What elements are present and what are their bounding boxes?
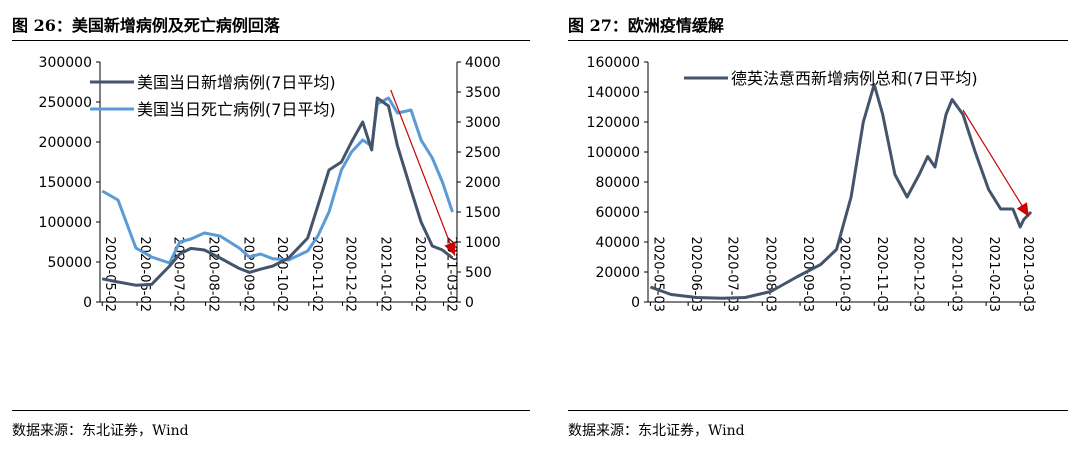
left-tick-label: 0 (631, 295, 640, 311)
left-tick-label: 250000 (39, 95, 92, 111)
figure-title: 图 26：美国新增病例及死亡病例回落 (12, 16, 280, 35)
trend-arrow (390, 89, 456, 256)
arrow-shaft (390, 89, 456, 256)
right-tick-label: 500 (465, 265, 492, 281)
x-tick-label: 2020-12-02 (342, 236, 357, 312)
title-divider (568, 40, 1068, 41)
left-tick-label: 80000 (595, 175, 640, 191)
x-tick-label: 2020-08-03 (762, 236, 777, 312)
x-tick-label: 2021-03-03 (1020, 236, 1035, 312)
source-note: 数据来源：东北证券，Wind (12, 423, 189, 439)
x-tick-label: 2020-07-03 (725, 236, 740, 312)
left-tick-label: 0 (83, 295, 92, 311)
x-tick-label: 2021-02-02 (412, 236, 427, 312)
axes: 0 20000 40000 60000 80000 100000 120000 140000 1… (587, 55, 1036, 312)
source-note: 数据来源：东北证券，Wind (568, 423, 745, 439)
x-tick-label: 2020-10-03 (837, 236, 852, 312)
x-tick-label: 2021-01-03 (948, 236, 963, 312)
arrow-head (1016, 202, 1029, 217)
arrow-shaft (962, 109, 1030, 217)
left-tick-label: 160000 (587, 55, 640, 71)
x-tick-label: 2020-11-02 (309, 236, 324, 312)
left-tick-label: 60000 (595, 205, 640, 221)
figure-26-panel: 图 26：美国新增病例及死亡病例回落 0 50000 100000 150000 200… (12, 16, 530, 439)
legend-label: 美国当日新增病例(7日平均) (137, 73, 336, 92)
series-line (649, 83, 1033, 300)
legend: 德英法意西新增病例总和(7日平均) (684, 69, 978, 88)
series-lines (101, 96, 454, 287)
left-tick-label: 300000 (39, 55, 92, 71)
arrow-head (444, 241, 456, 256)
x-tick-label: 2020-09-03 (800, 236, 815, 312)
right-tick-label: 1500 (465, 205, 501, 221)
right-tick-label: 4000 (465, 55, 501, 71)
legend: 美国当日新增病例(7日平均) 美国当日死亡病例(7日平均) (90, 73, 336, 119)
x-tick-label: 2020-11-03 (874, 236, 889, 312)
legend-label: 德英法意西新增病例总和(7日平均) (731, 69, 978, 88)
x-tick-label: 2020-06-03 (688, 236, 703, 312)
us-cases-deaths-chart: 0 50000 100000 150000 200000 250000 300000 0 500… (39, 55, 501, 312)
right-tick-label: 3000 (465, 115, 501, 131)
x-tick-label: 2020-09-02 (240, 236, 255, 312)
left-tick-label: 100000 (587, 145, 640, 161)
right-tick-label: 3500 (465, 85, 501, 101)
legend-label: 美国当日死亡病例(7日平均) (137, 100, 336, 119)
trend-arrow (962, 109, 1030, 217)
left-tick-label: 50000 (47, 255, 92, 271)
left-tick-label: 150000 (39, 175, 92, 191)
source-divider (568, 410, 1068, 411)
title-divider (12, 40, 530, 41)
left-tick-label: 200000 (39, 135, 92, 151)
right-tick-label: 1000 (465, 235, 501, 251)
x-tick-label: 2020-06-02 (137, 236, 152, 312)
x-tick-label: 2020-05-02 (102, 236, 117, 312)
x-tick-label: 2020-10-02 (274, 236, 289, 312)
figure-title: 图 27：欧洲疫情缓解 (568, 16, 724, 35)
x-tick-label: 2021-01-02 (377, 236, 392, 312)
right-tick-label: 0 (465, 295, 474, 311)
x-tick-label: 2020-12-03 (911, 236, 926, 312)
series-line (101, 96, 454, 287)
x-tick-label: 2021-02-03 (986, 236, 1001, 312)
right-tick-label: 2000 (465, 175, 501, 191)
source-divider (12, 410, 530, 411)
right-tick-label: 2500 (465, 145, 501, 161)
left-tick-label: 20000 (595, 265, 640, 281)
x-tick-label: 2020-05-03 (650, 236, 665, 312)
series-lines (649, 83, 1033, 300)
series-line (101, 96, 454, 265)
europe-cases-chart: 0 20000 40000 60000 80000 100000 120000 140000 1… (587, 55, 1036, 312)
left-tick-label: 100000 (39, 215, 92, 231)
x-tick-label: 2020-08-02 (206, 236, 221, 312)
left-tick-label: 140000 (587, 85, 640, 101)
axes: 0 50000 100000 150000 200000 250000 300000 0 500… (39, 55, 501, 312)
left-tick-label: 40000 (595, 235, 640, 251)
figure-27-panel: 图 27：欧洲疫情缓解 0 20000 40000 60000 80000 100000 1… (556, 0, 1080, 455)
left-tick-label: 120000 (587, 115, 640, 131)
